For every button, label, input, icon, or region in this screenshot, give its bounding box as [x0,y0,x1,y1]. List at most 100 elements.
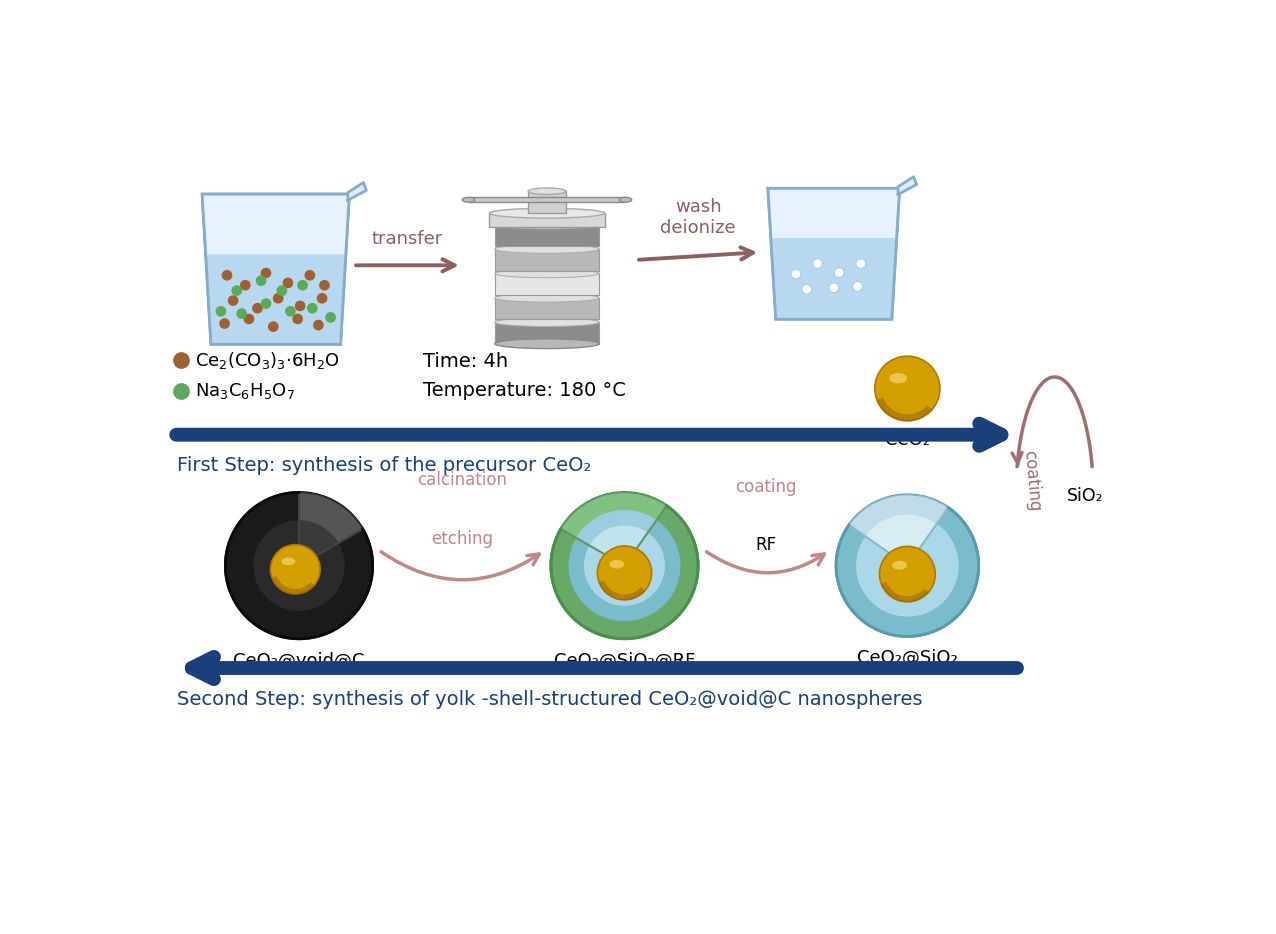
Bar [495,298,600,319]
Ellipse shape [610,560,624,569]
Ellipse shape [495,269,600,277]
Circle shape [226,492,373,639]
Circle shape [569,510,680,621]
Circle shape [318,293,327,303]
Bar [495,221,600,344]
Wedge shape [882,582,929,601]
Circle shape [791,269,801,279]
Wedge shape [849,495,948,566]
Polygon shape [768,189,900,238]
Wedge shape [299,520,338,566]
Circle shape [852,281,863,291]
Circle shape [283,278,292,288]
Bar [528,191,565,213]
Text: SiO₂: SiO₂ [1068,488,1104,505]
Circle shape [254,520,345,611]
Bar [495,274,600,295]
Text: coating: coating [735,478,798,496]
Ellipse shape [889,373,907,383]
Circle shape [791,269,800,278]
Wedge shape [877,397,933,421]
Circle shape [262,299,271,308]
Ellipse shape [462,197,475,203]
Ellipse shape [495,293,600,302]
Circle shape [813,259,823,269]
Circle shape [551,492,698,639]
Text: CeO₂@SiO₂@RF: CeO₂@SiO₂@RF [554,652,695,670]
Wedge shape [598,580,646,600]
Text: RF: RF [755,536,777,554]
Circle shape [228,296,237,305]
Circle shape [856,259,866,269]
Circle shape [269,322,278,332]
Text: $\mathrm{Ce_2(CO_3)_3{\cdot}6H_2O}$: $\mathrm{Ce_2(CO_3)_3{\cdot}6H_2O}$ [195,349,341,371]
Circle shape [286,306,295,316]
Circle shape [835,268,843,277]
Circle shape [813,259,822,268]
Text: Time: 4h: Time: 4h [424,352,508,371]
Circle shape [273,293,283,303]
Circle shape [244,315,254,323]
Ellipse shape [495,339,600,348]
Ellipse shape [619,197,632,203]
Circle shape [835,267,845,277]
Circle shape [262,268,271,277]
Ellipse shape [490,208,605,218]
Polygon shape [768,189,900,319]
Circle shape [296,302,305,310]
Text: CeO₂@SiO₂: CeO₂@SiO₂ [857,649,958,667]
Bar [495,322,600,344]
Text: coating: coating [1020,449,1042,513]
Wedge shape [865,515,937,566]
Polygon shape [202,194,350,345]
Text: calcination: calcination [417,471,507,488]
Circle shape [253,304,262,313]
Wedge shape [560,492,667,566]
Polygon shape [202,194,350,254]
Ellipse shape [495,220,600,229]
Bar [495,249,600,271]
Circle shape [241,280,250,290]
Circle shape [305,271,314,280]
Wedge shape [575,510,657,566]
Circle shape [828,283,838,292]
Circle shape [803,285,812,294]
Text: $\mathrm{Na_3C_6H_5O_7}$: $\mathrm{Na_3C_6H_5O_7}$ [195,381,295,401]
Text: etching: etching [431,530,493,547]
Wedge shape [272,576,314,594]
Circle shape [232,286,241,295]
Circle shape [852,282,863,291]
Text: Second Step: synthesis of yolk -shell-structured CeO₂@void@C nanospheres: Second Step: synthesis of yolk -shell-st… [176,689,923,709]
Circle shape [836,495,979,636]
Ellipse shape [495,245,600,253]
Circle shape [856,259,865,268]
Bar [468,197,625,203]
Circle shape [829,283,838,292]
Circle shape [875,356,940,421]
Text: transfer: transfer [371,230,443,248]
Circle shape [879,546,935,601]
Circle shape [597,546,652,600]
Circle shape [314,320,323,330]
Circle shape [584,526,665,606]
Circle shape [293,315,302,323]
Circle shape [222,271,232,280]
Bar [490,213,605,227]
Wedge shape [299,492,362,566]
Polygon shape [205,254,346,345]
Circle shape [219,318,230,328]
Circle shape [297,280,308,290]
Circle shape [801,284,812,294]
Circle shape [256,276,265,285]
Text: CeO₂@void@C: CeO₂@void@C [234,652,365,670]
Circle shape [271,545,320,594]
Bar [495,225,600,247]
Ellipse shape [528,188,565,194]
Circle shape [320,280,329,290]
Text: wash
deionize: wash deionize [660,198,736,237]
Polygon shape [348,182,366,200]
Ellipse shape [495,318,600,327]
Text: First Step: synthesis of the precursor CeO₂: First Step: synthesis of the precursor C… [176,457,591,475]
Polygon shape [771,238,897,319]
Wedge shape [590,526,648,566]
